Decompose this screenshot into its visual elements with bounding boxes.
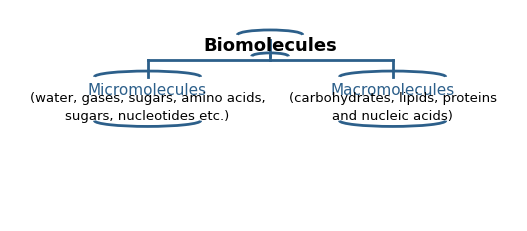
Text: Macromolecules: Macromolecules [330,82,455,97]
Text: (carbohydrates, lipids, proteins
and nucleic acids): (carbohydrates, lipids, proteins and nuc… [289,91,496,122]
Text: Biomolecules: Biomolecules [203,36,337,55]
Text: Micromolecules: Micromolecules [88,82,207,97]
Text: (water, gases, sugars, amino acids,
sugars, nucleotides etc.): (water, gases, sugars, amino acids, suga… [30,91,266,122]
